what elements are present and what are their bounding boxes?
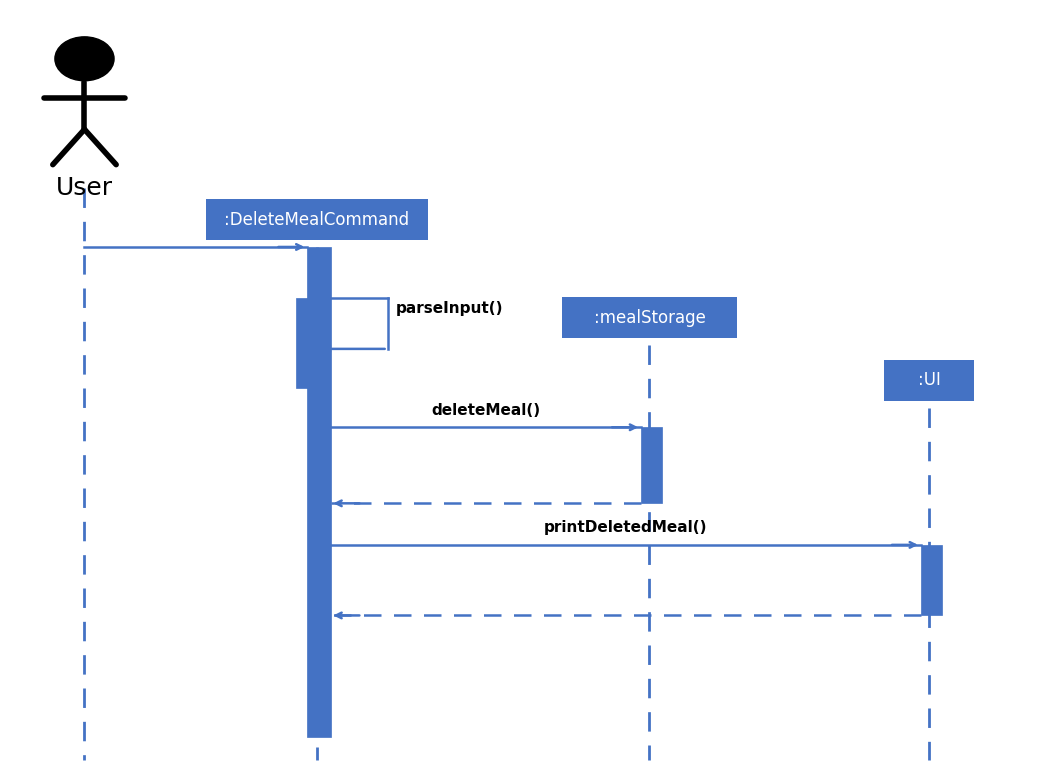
FancyBboxPatch shape [206,199,428,240]
FancyBboxPatch shape [562,297,737,338]
Text: deleteMeal(): deleteMeal() [431,403,541,418]
Bar [921,545,942,615]
Text: User: User [56,176,113,201]
Text: printDeletedMeal(): printDeletedMeal() [544,521,708,535]
Bar [307,247,331,737]
Text: parseInput(): parseInput() [396,300,504,316]
Text: :DeleteMealCommand: :DeleteMealCommand [224,211,410,228]
FancyBboxPatch shape [885,360,974,401]
Text: :UI: :UI [918,372,941,389]
Text: :mealStorage: :mealStorage [593,309,705,326]
Circle shape [55,37,114,81]
Bar [296,298,317,388]
Bar [641,427,662,503]
